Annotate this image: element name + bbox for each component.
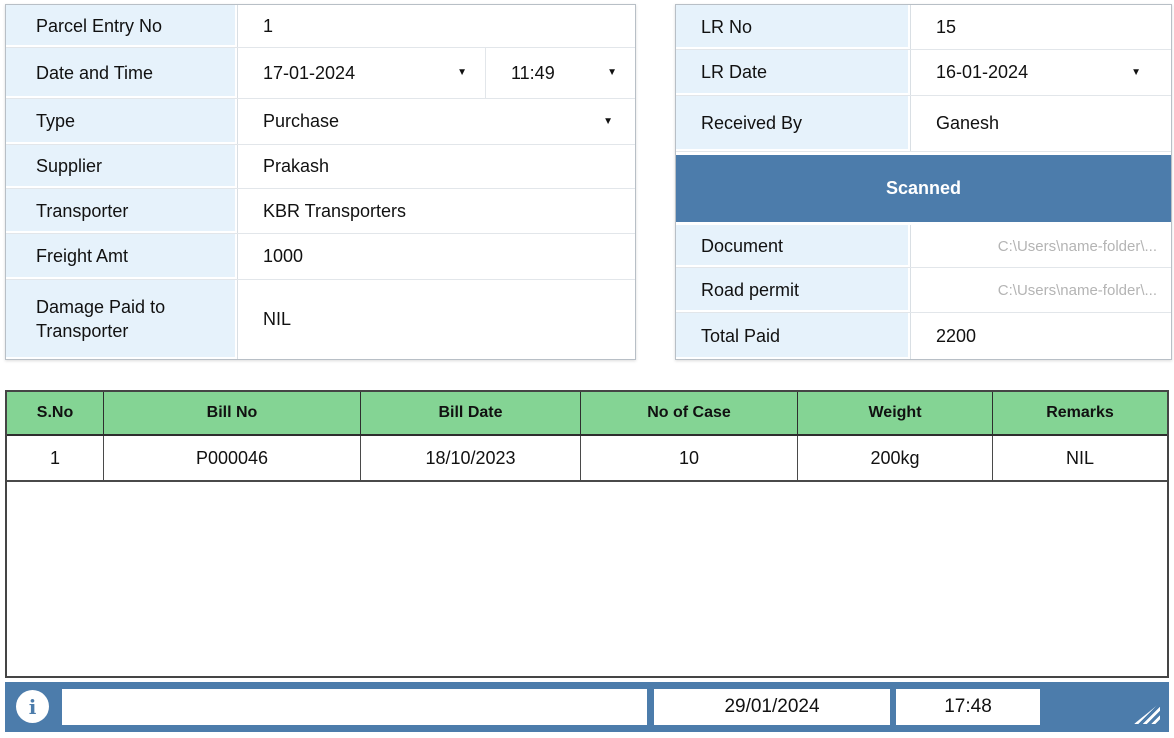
lr-date-label: LR Date [676, 50, 911, 95]
status-time-field[interactable]: 17:48 [896, 689, 1040, 725]
chevron-down-icon: ▼ [1131, 66, 1141, 78]
entry-time-value: 11:49 [511, 62, 555, 83]
lr-no-field[interactable]: 15 [911, 5, 1171, 49]
chevron-down-icon: ▼ [457, 67, 467, 78]
date-time-row: Date and Time 17-01-2024 ▼ 11:49 ▼ [6, 48, 635, 99]
table-row[interactable]: 1 P000046 18/10/2023 10 200kg NIL [7, 436, 1167, 482]
entry-time-dropdown[interactable]: 11:49 ▼ [486, 48, 635, 98]
road-permit-row: Road permit C:\Users\name-folder\... [676, 268, 1171, 313]
lr-date-value: 16-01-2024 [936, 62, 1029, 82]
bill-table-header: S.No Bill No Bill Date No of Case Weight… [7, 392, 1167, 436]
column-header-sno: S.No [7, 392, 104, 434]
damage-paid-row: Damage Paid to Transporter NIL [6, 280, 635, 359]
chevron-down-icon: ▼ [607, 67, 617, 78]
damage-paid-label: Damage Paid to Transporter [6, 280, 238, 359]
type-label: Type [6, 99, 238, 144]
parcel-entry-no-field[interactable]: 1 [238, 5, 635, 47]
chevron-down-icon: ▼ [603, 115, 613, 127]
total-paid-label: Total Paid [676, 313, 911, 359]
received-by-label: Received By [676, 96, 911, 151]
lr-details-form: LR No 15 LR Date 16-01-2024 ▼ Received B… [675, 4, 1172, 360]
resize-grip[interactable] [1134, 703, 1160, 724]
status-date-field[interactable]: 29/01/2024 [654, 689, 890, 725]
parcel-entry-no-row: Parcel Entry No 1 [6, 5, 635, 48]
cell-bill-date[interactable]: 18/10/2023 [361, 436, 581, 480]
cell-bill-no[interactable]: P000046 [104, 436, 361, 480]
cell-remarks[interactable]: NIL [1065, 447, 1094, 468]
transporter-row: Transporter KBR Transporters [6, 189, 635, 234]
status-bar: i 29/01/2024 17:48 [5, 682, 1169, 732]
parcel-entry-no-label: Parcel Entry No [6, 5, 238, 47]
type-row: Type Purchase ▼ [6, 99, 635, 145]
freight-amt-field[interactable]: 1000 [238, 234, 635, 279]
lr-date-row: LR Date 16-01-2024 ▼ [676, 50, 1171, 96]
lr-no-label: LR No [676, 5, 911, 49]
transporter-label: Transporter [6, 189, 238, 233]
column-header-bill-date: Bill Date [361, 392, 581, 434]
type-value: Purchase [263, 111, 340, 131]
scanned-title: Scanned [885, 178, 962, 198]
scanned-section-header: Scanned [676, 155, 1171, 222]
column-header-weight: Weight [798, 392, 993, 434]
lr-date-dropdown[interactable]: 16-01-2024 ▼ [911, 50, 1171, 95]
lr-no-row: LR No 15 [676, 5, 1171, 50]
supplier-label: Supplier [6, 145, 238, 188]
bill-table: S.No Bill No Bill Date No of Case Weight… [5, 390, 1169, 678]
freight-amt-label: Freight Amt [6, 234, 238, 279]
received-by-field[interactable]: Ganesh [911, 96, 1171, 151]
total-paid-row: Total Paid 2200 [676, 313, 1171, 359]
road-permit-path-field[interactable]: C:\Users\name-folder\... [997, 281, 1157, 299]
date-time-label: Date and Time [6, 48, 238, 98]
road-permit-label: Road permit [676, 268, 911, 312]
column-header-remarks: Remarks [1046, 404, 1114, 421]
damage-paid-field[interactable]: NIL [238, 280, 635, 359]
freight-amt-row: Freight Amt 1000 [6, 234, 635, 280]
status-message-input[interactable] [62, 689, 647, 725]
type-dropdown[interactable]: Purchase ▼ [238, 99, 635, 144]
supplier-field[interactable]: Prakash [238, 145, 635, 188]
received-by-row: Received By Ganesh [676, 96, 1171, 152]
total-paid-field[interactable]: 2200 [911, 313, 1171, 359]
entry-date-dropdown[interactable]: 17-01-2024 ▼ [238, 48, 486, 98]
transporter-field[interactable]: KBR Transporters [238, 189, 635, 233]
info-icon[interactable]: i [16, 690, 49, 723]
cell-no-of-case[interactable]: 10 [581, 436, 798, 480]
document-row: Document C:\Users\name-folder\... [676, 225, 1171, 268]
bill-table-empty-area [7, 482, 1167, 676]
entry-date-value: 17-01-2024 [263, 62, 356, 83]
parcel-details-form: Parcel Entry No 1 Date and Time 17-01-20… [5, 4, 636, 360]
cell-weight[interactable]: 200kg [798, 436, 993, 480]
cell-sno[interactable]: 1 [7, 436, 104, 480]
supplier-row: Supplier Prakash [6, 145, 635, 189]
info-icon-glyph: i [28, 694, 37, 719]
document-path-field[interactable]: C:\Users\name-folder\... [997, 237, 1157, 255]
column-header-no-of-case: No of Case [581, 392, 798, 434]
column-header-bill-no: Bill No [104, 392, 361, 434]
document-label: Document [676, 225, 911, 267]
